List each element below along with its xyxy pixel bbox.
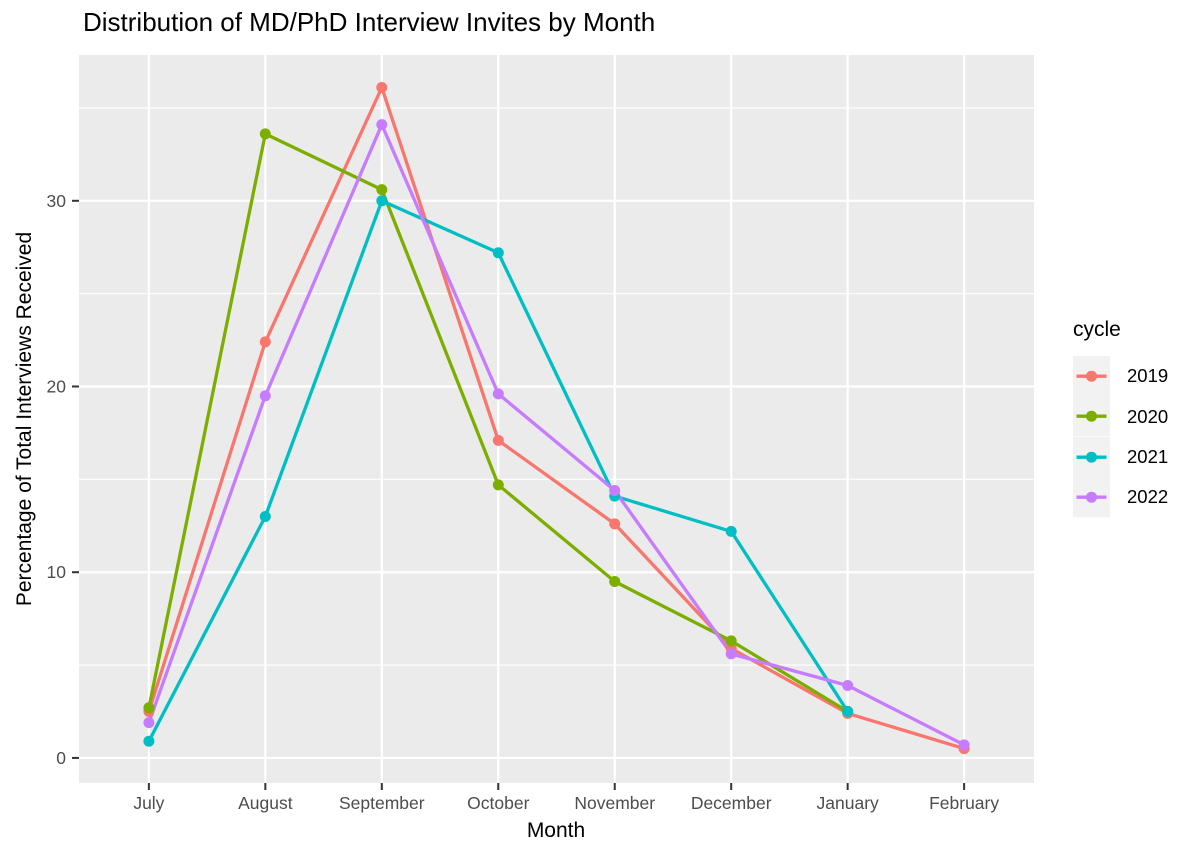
data-point-2022-November [609, 485, 621, 496]
y-tick-label: 30 [47, 191, 67, 211]
data-point-2020-July [143, 702, 155, 714]
data-point-2019-August [259, 336, 271, 348]
legend-entry-2022: 2022 [1073, 477, 1169, 518]
legend-entry-2020: 2020 [1073, 396, 1169, 437]
data-point-2020-September [376, 184, 388, 196]
plot-panel [79, 55, 1034, 783]
x-tick-label: November [574, 793, 655, 813]
data-point-2020-August [259, 128, 271, 140]
legend-key-icon-2021 [1073, 436, 1110, 478]
y-tick-label: 0 [56, 748, 66, 768]
data-point-2022-September [376, 119, 388, 131]
data-point-2020-November [609, 576, 621, 587]
data-point-2020-December [725, 635, 737, 647]
x-tick-label: December [691, 793, 772, 813]
data-point-2021-October [492, 247, 504, 259]
series-line-2022 [147, 122, 965, 747]
data-point-2021-July [143, 735, 155, 747]
data-point-2021-January [842, 706, 854, 717]
legend-entry-2019: 2019 [1073, 356, 1169, 397]
legend-label-2019: 2019 [1127, 365, 1169, 387]
data-point-2022-January [842, 680, 854, 691]
y-tick-label: 20 [47, 377, 67, 397]
legend-label-2021: 2021 [1127, 445, 1169, 467]
y-tick-label: 10 [47, 562, 67, 582]
data-point-2019-November [609, 518, 621, 530]
data-point-2022-July [143, 717, 155, 729]
x-tick-label: August [238, 793, 293, 813]
legend-entries: 2019 2020 2021 2022 [1073, 356, 1168, 518]
legend: cycle 2019 2020 2021 2022 [1073, 318, 1168, 518]
data-point-2022-February [958, 739, 970, 751]
data-point-2019-October [492, 434, 504, 446]
data-point-2022-October [492, 388, 504, 400]
data-point-2021-August [259, 511, 271, 522]
data-point-2019-September [376, 82, 388, 93]
chart-title: Distribution of MD/PhD Interview Invites… [83, 7, 656, 37]
data-point-2021-December [725, 525, 737, 537]
x-tick-label: October [467, 793, 529, 813]
legend-key-icon-2020 [1073, 396, 1110, 437]
legend-title: cycle [1073, 318, 1121, 341]
series-line-2019 [147, 85, 965, 751]
legend-label-2020: 2020 [1127, 405, 1169, 427]
legend-key-icon-2022 [1073, 477, 1110, 518]
data-point-2020-October [492, 479, 504, 491]
x-axis-title: Month [526, 819, 586, 842]
legend-key-icon-2019 [1073, 356, 1110, 397]
x-tick-label: September [339, 793, 425, 813]
x-tick-label: January [817, 793, 880, 813]
legend-entry-2021: 2021 [1073, 436, 1169, 478]
legend-label-2022: 2022 [1127, 486, 1169, 508]
data-point-2021-September [376, 195, 388, 207]
x-tick-label: July [133, 793, 164, 813]
x-tick-label: February [929, 793, 999, 813]
data-point-2022-December [725, 648, 737, 660]
data-point-2022-August [259, 390, 271, 402]
